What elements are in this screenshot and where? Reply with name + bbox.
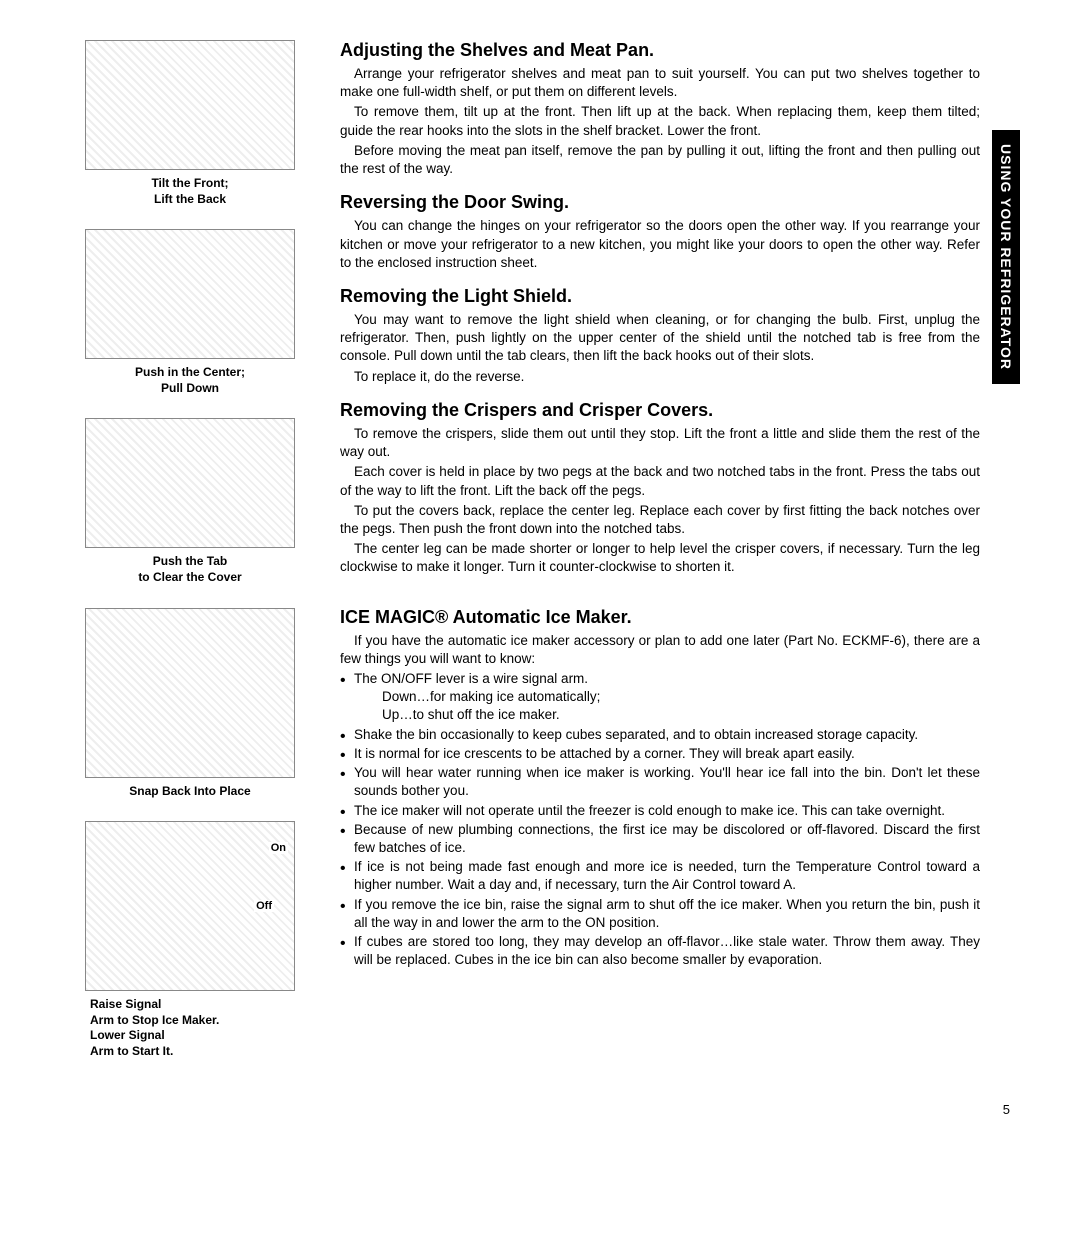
body-text: To replace it, do the reverse. — [340, 368, 980, 386]
figure-4: Snap Back Into Place — [60, 608, 320, 800]
body-text: The center leg can be made shorter or lo… — [340, 540, 980, 576]
body-text: Before moving the meat pan itself, remov… — [340, 142, 980, 178]
figure-1-caption: Tilt the Front;Lift the Back — [60, 176, 320, 207]
body-text: To remove the crispers, slide them out u… — [340, 425, 980, 461]
figure-5-image: On Off — [85, 821, 295, 991]
heading-light-shield: Removing the Light Shield. — [340, 286, 980, 307]
body-text: You can change the hinges on your refrig… — [340, 217, 980, 272]
text-column: Adjusting the Shelves and Meat Pan. Arra… — [340, 40, 1020, 1082]
heading-shelves: Adjusting the Shelves and Meat Pan. — [340, 40, 980, 61]
figure-1: Tilt the Front;Lift the Back — [60, 40, 320, 207]
list-item: The ice maker will not operate until the… — [340, 802, 980, 820]
figure-4-caption: Snap Back Into Place — [60, 784, 320, 800]
figure-3-caption: Push the Tabto Clear the Cover — [60, 554, 320, 585]
figure-2-caption: Push in the Center;Pull Down — [60, 365, 320, 396]
bullet-list: The ON/OFF lever is a wire signal arm. D… — [340, 670, 980, 970]
body-text: You may want to remove the light shield … — [340, 311, 980, 366]
figure-3: Push the Tabto Clear the Cover — [60, 418, 320, 585]
body-text: To remove them, tilt up at the front. Th… — [340, 103, 980, 139]
list-text: The ON/OFF lever is a wire signal arm. — [354, 671, 588, 686]
figure-2-image — [85, 229, 295, 359]
figure-2: Push in the Center;Pull Down — [60, 229, 320, 396]
list-item: The ON/OFF lever is a wire signal arm. D… — [340, 670, 980, 725]
figure-4-image — [85, 608, 295, 778]
heading-door-swing: Reversing the Door Swing. — [340, 192, 980, 213]
figure-5-caption: Raise SignalArm to Stop Ice Maker.Lower … — [60, 997, 320, 1059]
list-item: If you remove the ice bin, raise the sig… — [340, 896, 980, 932]
figures-column: Tilt the Front;Lift the Back Push in the… — [60, 40, 320, 1082]
body-text: Arrange your refrigerator shelves and me… — [340, 65, 980, 101]
label-on: On — [269, 842, 288, 854]
body-text: Each cover is held in place by two pegs … — [340, 463, 980, 499]
body-text: To put the covers back, replace the cent… — [340, 502, 980, 538]
heading-ice-magic: ICE MAGIC® Automatic Ice Maker. — [340, 607, 980, 628]
page-number: 5 — [60, 1102, 1020, 1117]
list-item: Because of new plumbing connections, the… — [340, 821, 980, 857]
list-item: If cubes are stored too long, they may d… — [340, 933, 980, 969]
label-off: Off — [254, 900, 274, 912]
figure-5: On Off Raise SignalArm to Stop Ice Maker… — [60, 821, 320, 1059]
figure-1-image — [85, 40, 295, 170]
list-item: It is normal for ice crescents to be att… — [340, 745, 980, 763]
side-tab: USING YOUR REFRIGERATOR — [992, 130, 1020, 384]
list-item: You will hear water running when ice mak… — [340, 764, 980, 800]
list-item: If ice is not being made fast enough and… — [340, 858, 980, 894]
page-layout: USING YOUR REFRIGERATOR Tilt the Front;L… — [60, 40, 1020, 1082]
heading-crispers: Removing the Crispers and Crisper Covers… — [340, 400, 980, 421]
list-item: Shake the bin occasionally to keep cubes… — [340, 726, 980, 744]
body-text: If you have the automatic ice maker acce… — [340, 632, 980, 668]
figure-3-image — [85, 418, 295, 548]
sub-line: Up…to shut off the ice maker. — [354, 706, 980, 724]
sub-line: Down…for making ice automatically; — [354, 688, 980, 706]
